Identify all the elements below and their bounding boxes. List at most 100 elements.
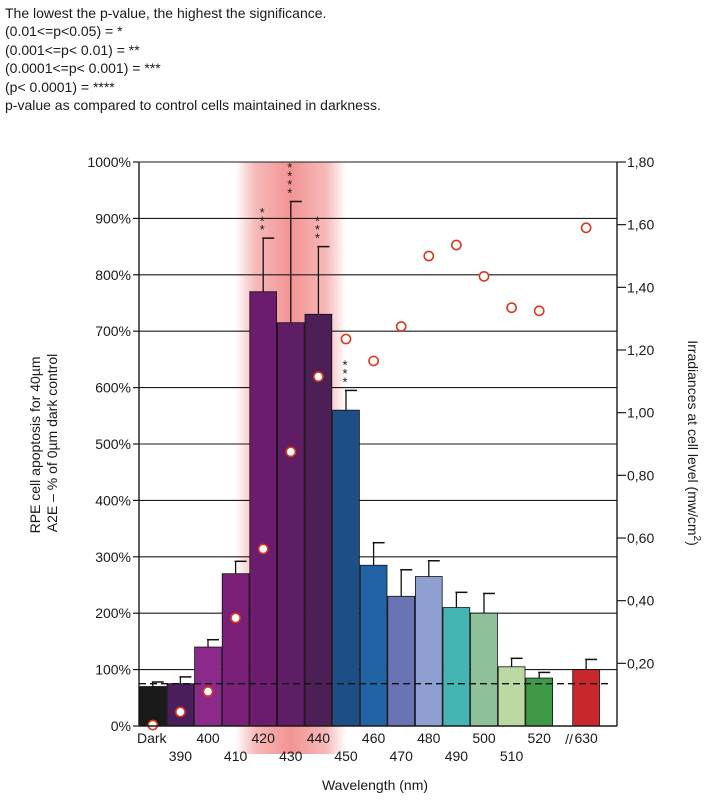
right-axis-title-suffix: ) bbox=[685, 541, 701, 546]
bar-390 bbox=[166, 683, 195, 727]
irradiance-marker bbox=[368, 355, 379, 367]
x-tick-label: 410 bbox=[224, 748, 248, 764]
right-axis-ticks: 0,20 0,40 0,60 0,80 1,00 1,20 1,40 1,60 1,80 bbox=[617, 154, 654, 671]
left-axis-title-line1: RPE cell apoptosis for 40µm bbox=[27, 356, 43, 533]
significance-star: * bbox=[315, 214, 320, 229]
x-tick-label: 400 bbox=[196, 730, 220, 746]
bar-490 bbox=[442, 607, 471, 727]
note-line: (p< 0.0001) = **** bbox=[5, 78, 115, 95]
right-tick-label: 1,60 bbox=[627, 217, 654, 233]
x-tick-label: Dark bbox=[137, 730, 168, 746]
left-tick-label: 300% bbox=[95, 549, 131, 565]
x-tick-label: 420 bbox=[252, 730, 276, 746]
significance-notes: The lowest the p-value, the highest the … bbox=[5, 4, 381, 114]
x-tick-label: 480 bbox=[417, 730, 441, 746]
left-tick-label: 0% bbox=[111, 718, 131, 734]
note-line: (0.01<=p<0.05) = * bbox=[5, 23, 123, 40]
bar-410 bbox=[221, 573, 250, 727]
right-tick-label: 0,80 bbox=[627, 467, 654, 483]
bar-500 bbox=[470, 612, 498, 727]
bar-630 bbox=[572, 669, 600, 727]
significance-star: * bbox=[287, 160, 292, 175]
significance-star: * bbox=[315, 222, 320, 237]
left-tick-label: 100% bbox=[95, 662, 131, 678]
right-tick-label: 0,40 bbox=[627, 593, 654, 609]
left-tick-label: 1000% bbox=[87, 154, 131, 170]
axis-break-marker: // bbox=[565, 731, 573, 747]
irradiance-marker bbox=[285, 446, 297, 458]
right-tick-label: 0,20 bbox=[627, 655, 654, 671]
x-axis-labels: Dark390400410420430440450460470480490500… bbox=[137, 730, 598, 764]
significance-star: * bbox=[342, 366, 347, 381]
x-tick-label: 520 bbox=[528, 730, 552, 746]
x-tick-label: 390 bbox=[169, 748, 193, 764]
note-line: (0.001<=p< 0.01) = ** bbox=[5, 41, 140, 58]
significance-stars-group: ************* bbox=[260, 160, 348, 389]
note-line: (0.0001<=p< 0.001) = *** bbox=[5, 60, 161, 77]
irradiance-marker bbox=[257, 543, 269, 555]
significance-star: * bbox=[287, 168, 292, 183]
bar-460 bbox=[359, 564, 388, 727]
right-tick-label: 1,80 bbox=[627, 154, 654, 170]
left-tick-label: 200% bbox=[95, 605, 131, 621]
irradiance-marker bbox=[395, 321, 407, 332]
left-tick-label: 900% bbox=[95, 210, 131, 226]
bar-420 bbox=[249, 291, 278, 727]
bar-480 bbox=[414, 576, 443, 727]
irradiance-marker bbox=[312, 371, 324, 383]
significance-star: * bbox=[260, 214, 265, 229]
x-tick-label: 510 bbox=[500, 748, 524, 764]
left-axis-title-line2: A2E – % of 0µm dark control bbox=[44, 354, 60, 532]
left-tick-label: 600% bbox=[95, 380, 131, 396]
significance-star: * bbox=[287, 185, 292, 200]
significance-star: * bbox=[342, 357, 347, 372]
x-tick-label: 460 bbox=[362, 730, 386, 746]
x-tick-label: 450 bbox=[334, 748, 358, 764]
left-tick-label: 800% bbox=[95, 267, 131, 283]
irradiance-marker bbox=[340, 333, 352, 345]
irradiance-marker bbox=[580, 222, 592, 234]
bar-510 bbox=[497, 666, 526, 727]
left-tick-label: 700% bbox=[95, 323, 131, 339]
x-axis-title: Wavelength (nm) bbox=[322, 777, 428, 793]
error-bars-group bbox=[151, 200, 598, 687]
right-axis-title-sup: 2 bbox=[691, 536, 702, 542]
irradiance-marker bbox=[147, 719, 159, 731]
irradiance-marker bbox=[230, 612, 241, 624]
significance-star: * bbox=[287, 177, 292, 192]
right-tick-label: 0,60 bbox=[627, 530, 654, 546]
right-tick-label: 1,20 bbox=[627, 342, 654, 358]
significance-star: * bbox=[342, 374, 347, 389]
irradiance-marker bbox=[450, 239, 462, 251]
right-axis-title: Irradiances at cell level (mw/cm2) bbox=[685, 340, 702, 546]
left-axis-title: RPE cell apoptosis for 40µm A2E – % of 0… bbox=[27, 353, 60, 534]
irradiance-marker bbox=[533, 305, 545, 317]
right-tick-label: 1,00 bbox=[627, 405, 654, 421]
right-tick-label: 1,40 bbox=[627, 279, 654, 295]
left-tick-label: 500% bbox=[95, 436, 131, 452]
significance-star: * bbox=[260, 222, 265, 237]
x-tick-label: 430 bbox=[279, 748, 303, 764]
x-tick-label: 630 bbox=[574, 730, 598, 746]
right-axis-title-main: Irradiances at cell level (mw/cm bbox=[685, 340, 701, 535]
bar-450 bbox=[332, 409, 360, 727]
note-line: p-value as compared to control cells mai… bbox=[5, 97, 381, 114]
x-tick-label: 470 bbox=[390, 748, 414, 764]
irradiance-marker bbox=[202, 686, 214, 697]
significance-star: * bbox=[260, 205, 265, 220]
irradiance-marker bbox=[423, 250, 435, 262]
x-tick-label: 490 bbox=[445, 748, 469, 764]
bar-520 bbox=[525, 677, 553, 727]
irradiance-markers-group bbox=[147, 222, 592, 731]
irradiance-marker bbox=[506, 302, 517, 314]
x-tick-label: 440 bbox=[307, 730, 331, 746]
left-axis-ticks: 0% 100% 200% 300% 400% 500% 600% 700% 800% 900% 10… bbox=[87, 154, 139, 734]
left-tick-label: 400% bbox=[95, 492, 131, 508]
irradiance-marker bbox=[478, 270, 490, 282]
bars-group bbox=[138, 291, 600, 727]
bar-470 bbox=[387, 595, 415, 727]
note-line: The lowest the p-value, the highest the … bbox=[5, 5, 327, 21]
bar-430 bbox=[276, 322, 305, 727]
significance-star: * bbox=[315, 231, 320, 246]
